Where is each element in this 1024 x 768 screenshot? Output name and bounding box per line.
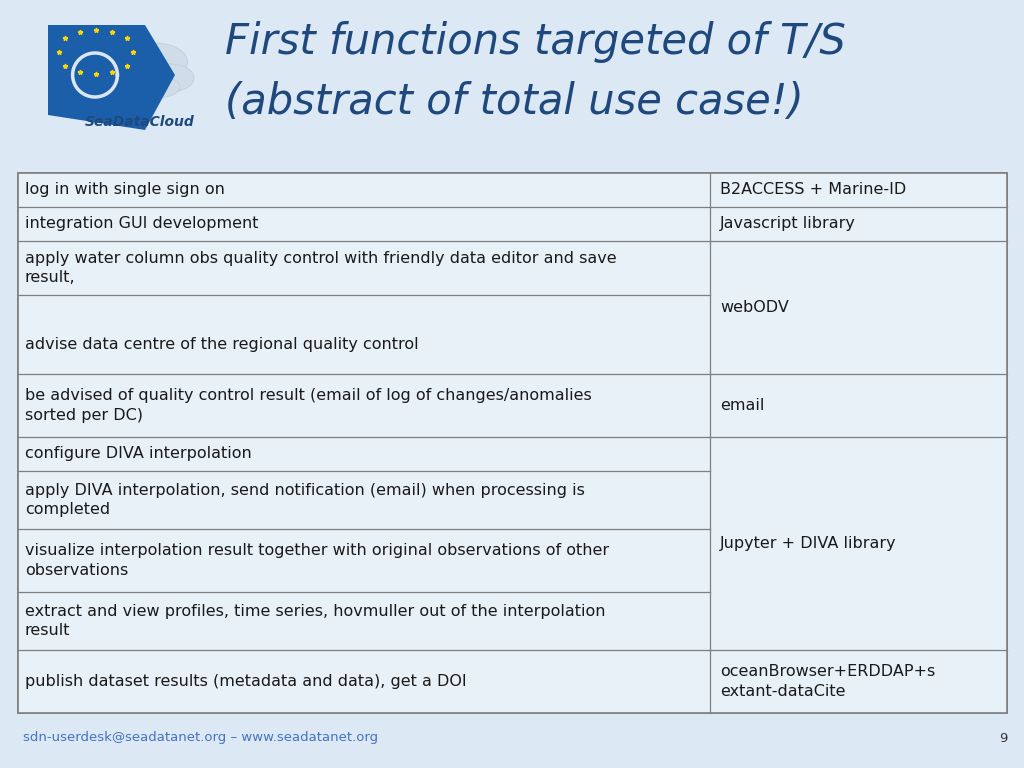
Ellipse shape — [146, 64, 194, 92]
Text: log in with single sign on: log in with single sign on — [25, 183, 225, 197]
Text: 9: 9 — [998, 731, 1007, 744]
Text: email: email — [720, 398, 764, 413]
Text: visualize interpolation result together with original observations of other
obse: visualize interpolation result together … — [25, 543, 609, 578]
Text: configure DIVA interpolation: configure DIVA interpolation — [25, 446, 252, 462]
Bar — [710, 374, 1007, 437]
Text: B2ACCESS + Marine-ID: B2ACCESS + Marine-ID — [720, 183, 906, 197]
Bar — [18, 437, 710, 471]
Bar — [710, 207, 1007, 241]
Text: sdn-userdesk@seadatanet.org – www.seadatanet.org: sdn-userdesk@seadatanet.org – www.seadat… — [23, 731, 378, 744]
Polygon shape — [48, 25, 175, 130]
Text: apply DIVA interpolation, send notification (email) when processing is
completed: apply DIVA interpolation, send notificat… — [25, 483, 585, 517]
Bar — [18, 374, 710, 437]
Bar — [710, 437, 1007, 650]
Bar — [18, 241, 710, 295]
Text: integration GUI development: integration GUI development — [25, 217, 258, 231]
Text: SeaDataCloud: SeaDataCloud — [85, 115, 195, 129]
Bar — [18, 650, 710, 713]
Bar — [710, 650, 1007, 713]
Text: First functions targeted of T/S: First functions targeted of T/S — [225, 21, 846, 63]
Ellipse shape — [119, 60, 161, 90]
Text: oceanBrowser+ERDDAP+s
extant-dataCite: oceanBrowser+ERDDAP+s extant-dataCite — [720, 664, 935, 699]
Text: advise data centre of the regional quality control: advise data centre of the regional quali… — [25, 317, 419, 352]
Text: extract and view profiles, time series, hovmuller out of the interpolation
resul: extract and view profiles, time series, … — [25, 604, 605, 638]
Ellipse shape — [123, 43, 187, 81]
Text: be advised of quality control result (email of log of changes/anomalies
sorted p: be advised of quality control result (em… — [25, 389, 592, 422]
Text: publish dataset results (metadata and data), get a DOI: publish dataset results (metadata and da… — [25, 674, 467, 689]
Bar — [18, 529, 710, 592]
Bar — [18, 173, 1007, 713]
Text: Javascript library: Javascript library — [720, 217, 856, 231]
Bar — [18, 173, 710, 207]
Bar — [710, 241, 1007, 374]
Bar — [18, 207, 710, 241]
Ellipse shape — [130, 76, 180, 98]
Bar — [710, 173, 1007, 207]
Bar — [18, 295, 710, 374]
Bar — [18, 173, 1007, 713]
Text: webODV: webODV — [720, 300, 788, 315]
Text: Jupyter + DIVA library: Jupyter + DIVA library — [720, 536, 897, 551]
Text: apply water column obs quality control with friendly data editor and save
result: apply water column obs quality control w… — [25, 251, 616, 285]
Bar — [18, 592, 710, 650]
Bar — [18, 471, 710, 529]
Text: (abstract of total use case!): (abstract of total use case!) — [225, 81, 804, 123]
